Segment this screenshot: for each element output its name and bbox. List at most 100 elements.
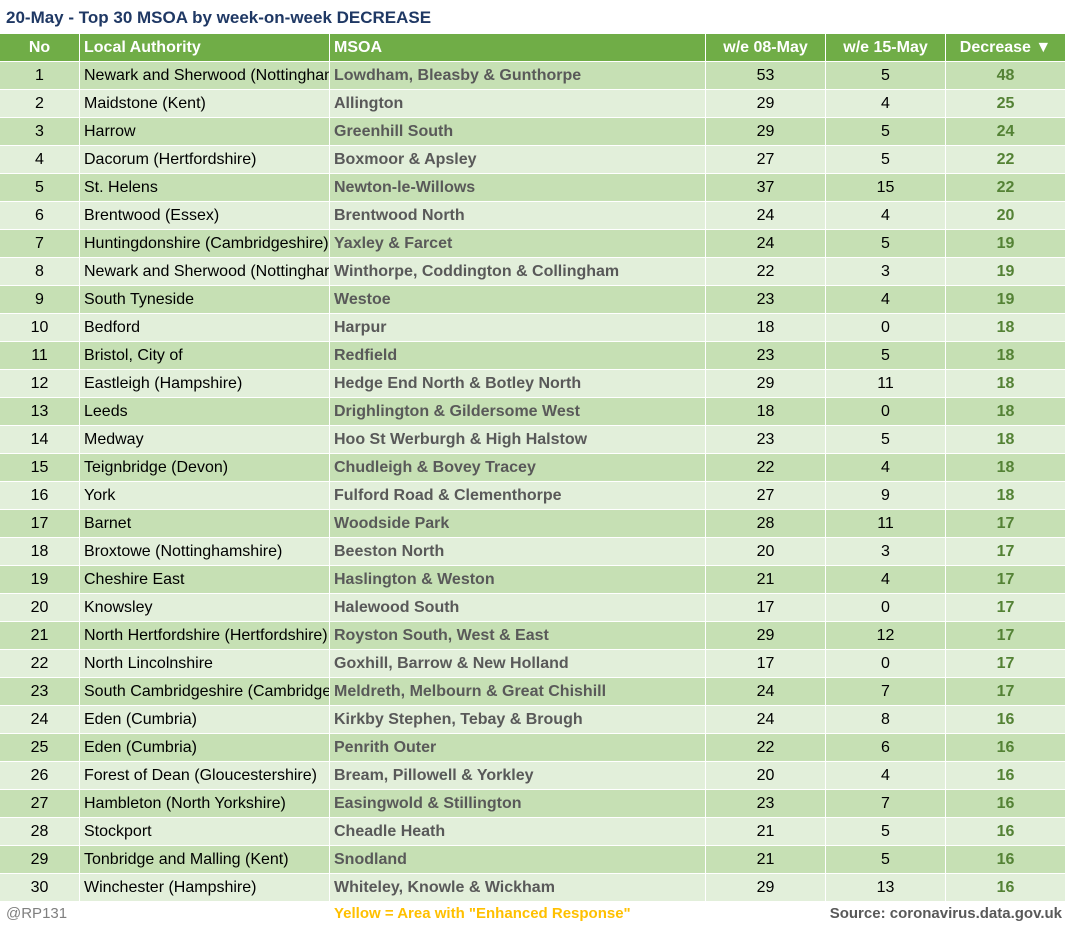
table-cell: Bristol, City of: [80, 342, 330, 370]
table-cell: North Lincolnshire: [80, 650, 330, 678]
table-cell: 20: [706, 762, 826, 790]
table-cell: 23: [706, 342, 826, 370]
source: Source: coronavirus.data.gov.uk: [829, 905, 1062, 922]
table-cell: Cheadle Heath: [330, 818, 706, 846]
table-cell: South Cambridgeshire (Cambridgeshire): [80, 678, 330, 706]
table-cell: 8: [0, 258, 80, 286]
table-cell: 20: [946, 202, 1066, 230]
table-cell: Chudleigh & Bovey Tracey: [330, 454, 706, 482]
table-cell: 15: [0, 454, 80, 482]
table-cell: Eden (Cumbria): [80, 734, 330, 762]
table-cell: 9: [826, 482, 946, 510]
table-cell: 18: [946, 426, 1066, 454]
table-cell: 5: [0, 174, 80, 202]
table-cell: Brentwood (Essex): [80, 202, 330, 230]
table-cell: 23: [0, 678, 80, 706]
column-header: w/e 08-May: [706, 34, 826, 62]
table-cell: 4: [826, 454, 946, 482]
table-cell: 4: [826, 762, 946, 790]
table-cell: 8: [826, 706, 946, 734]
table-cell: 16: [946, 762, 1066, 790]
table-cell: Teignbridge (Devon): [80, 454, 330, 482]
table-cell: 19: [0, 566, 80, 594]
table-cell: 16: [946, 734, 1066, 762]
table-cell: 6: [0, 202, 80, 230]
table-cell: 30: [0, 874, 80, 902]
table-cell: Harpur: [330, 314, 706, 342]
table-cell: 0: [826, 314, 946, 342]
table-cell: North Hertfordshire (Hertfordshire): [80, 622, 330, 650]
table-cell: 28: [706, 510, 826, 538]
table-cell: 21: [706, 818, 826, 846]
table-cell: Eden (Cumbria): [80, 706, 330, 734]
table-cell: Brentwood North: [330, 202, 706, 230]
table-cell: 21: [706, 566, 826, 594]
table-cell: 18: [946, 342, 1066, 370]
table-cell: 0: [826, 650, 946, 678]
title: 20-May - Top 30 MSOA by week-on-week DEC…: [6, 8, 432, 27]
table-cell: 16: [0, 482, 80, 510]
table-cell: 4: [826, 566, 946, 594]
table-cell: Newark and Sherwood (Nottinghamshire): [80, 62, 330, 90]
table-cell: Fulford Road & Clementhorpe: [330, 482, 706, 510]
table-cell: 0: [826, 594, 946, 622]
table-cell: Eastleigh (Hampshire): [80, 370, 330, 398]
column-header: No: [0, 34, 80, 62]
table-cell: 3: [826, 538, 946, 566]
table-cell: 29: [706, 622, 826, 650]
table-cell: 17: [706, 594, 826, 622]
table-cell: Huntingdonshire (Cambridgeshire): [80, 230, 330, 258]
table-cell: Haslington & Weston: [330, 566, 706, 594]
table-cell: 23: [706, 790, 826, 818]
table-cell: 22: [946, 174, 1066, 202]
table-cell: Broxtowe (Nottinghamshire): [80, 538, 330, 566]
table-cell: 12: [826, 622, 946, 650]
table-cell: 28: [0, 818, 80, 846]
table-cell: 20: [706, 538, 826, 566]
table-cell: Maidstone (Kent): [80, 90, 330, 118]
table-cell: 22: [706, 454, 826, 482]
table-cell: 5: [826, 342, 946, 370]
table-cell: Halewood South: [330, 594, 706, 622]
table-cell: 3: [826, 258, 946, 286]
table-cell: Forest of Dean (Gloucestershire): [80, 762, 330, 790]
table-cell: 19: [946, 230, 1066, 258]
table-cell: Meldreth, Melbourn & Great Chishill: [330, 678, 706, 706]
table-cell: St. Helens: [80, 174, 330, 202]
table-cell: 5: [826, 146, 946, 174]
table-cell: 4: [826, 90, 946, 118]
table-cell: 19: [946, 286, 1066, 314]
table-cell: 16: [946, 706, 1066, 734]
table-cell: 2: [0, 90, 80, 118]
table-cell: 12: [0, 370, 80, 398]
table-cell: 0: [826, 398, 946, 426]
table-cell: 37: [706, 174, 826, 202]
table-cell: 22: [946, 146, 1066, 174]
table-cell: 5: [826, 62, 946, 90]
note: Yellow = Area with "Enhanced Response": [334, 905, 631, 922]
table-cell: Hedge End North & Botley North: [330, 370, 706, 398]
table-cell: Whiteley, Knowle & Wickham: [330, 874, 706, 902]
table-cell: 18: [946, 314, 1066, 342]
table-cell: Beeston North: [330, 538, 706, 566]
table-cell: 18: [946, 454, 1066, 482]
table-cell: York: [80, 482, 330, 510]
table-cell: 18: [706, 398, 826, 426]
table-cell: 20: [0, 594, 80, 622]
table-cell: 17: [946, 538, 1066, 566]
table-cell: 29: [706, 874, 826, 902]
table-cell: 23: [706, 286, 826, 314]
table-cell: Tonbridge and Malling (Kent): [80, 846, 330, 874]
table-cell: Westoe: [330, 286, 706, 314]
table-cell: 5: [826, 846, 946, 874]
column-header: Decrease ▼: [946, 34, 1066, 62]
table-cell: 22: [706, 734, 826, 762]
table-cell: 26: [0, 762, 80, 790]
table-cell: Newark and Sherwood (Nottinghamshire): [80, 258, 330, 286]
table-cell: Bream, Pillowell & Yorkley: [330, 762, 706, 790]
table-cell: Stockport: [80, 818, 330, 846]
table-cell: 4: [826, 286, 946, 314]
table-cell: 24: [946, 118, 1066, 146]
table-cell: 17: [946, 622, 1066, 650]
